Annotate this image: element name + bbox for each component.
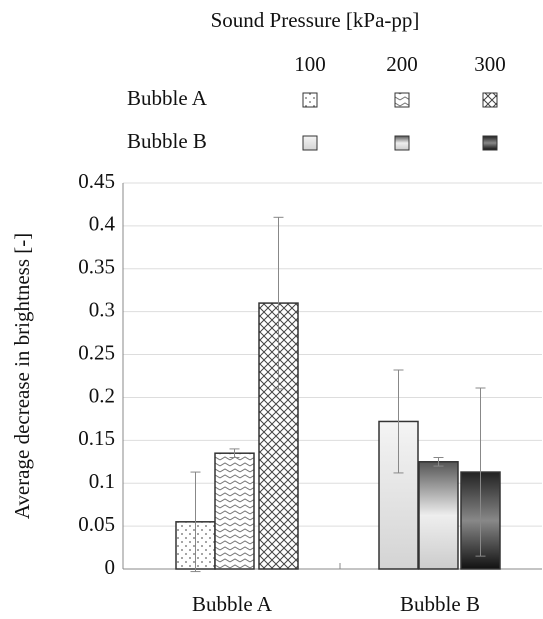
legend-swatch: [302, 92, 318, 108]
legend-swatch: [302, 135, 318, 151]
bar: [418, 461, 459, 570]
y-tick-label: 0.2: [89, 383, 115, 407]
legend-row: Bubble B: [127, 129, 207, 153]
y-tick-label: 0.45: [78, 169, 115, 193]
legend-column: 100: [294, 52, 326, 76]
y-tick-label: 0.4: [89, 212, 116, 236]
legend-row: Bubble A: [127, 86, 208, 110]
legend-column: 200: [386, 52, 418, 76]
y-tick-label: 0: [105, 555, 116, 579]
x-tick-label: Bubble A: [192, 592, 273, 616]
legend-title: Sound Pressure [kPa-pp]: [211, 8, 420, 32]
legend-swatch: [394, 92, 410, 108]
legend-column: 300: [474, 52, 506, 76]
y-tick-label: 0.35: [78, 255, 115, 279]
legend-swatch: [394, 135, 410, 151]
bar: [214, 452, 255, 570]
legend-swatch: [482, 135, 498, 151]
y-tick-label: 0.1: [89, 469, 115, 493]
y-tick-label: 0.25: [78, 340, 115, 364]
y-tick-label: 0.3: [89, 297, 115, 321]
y-axis-label: Average decrease in brightness [-]: [10, 233, 34, 519]
y-tick-label: 0.15: [78, 426, 115, 450]
x-tick-label: Bubble B: [400, 592, 480, 616]
y-tick-label: 0.05: [78, 512, 115, 536]
legend-swatch: [482, 92, 498, 108]
bar: [378, 420, 419, 570]
